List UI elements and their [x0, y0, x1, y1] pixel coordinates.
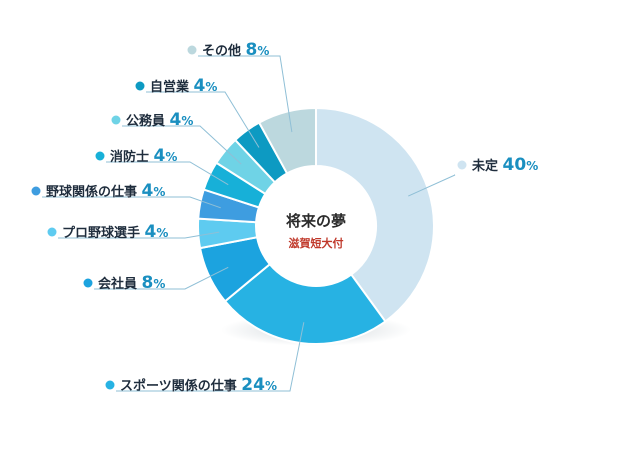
slice-label-name: 会社員 [98, 276, 142, 292]
slice-label-name: プロ野球選手 [62, 225, 145, 241]
center-subtitle: 滋賀短大付 [289, 236, 344, 250]
leader-line [58, 231, 220, 239]
center-title: 将来の夢 [286, 212, 346, 230]
slice-label-unit: % [156, 226, 168, 240]
slice-label-name: スポーツ関係の仕事 [120, 378, 241, 394]
slice-label-value: 4 [154, 146, 166, 166]
leader-line [408, 174, 456, 197]
label-bullet [105, 380, 115, 390]
slice-label: 消防士 4% [110, 146, 177, 166]
leader-line [198, 55, 293, 133]
slice-label-name: 公務員 [126, 113, 170, 129]
slice-label-unit: % [526, 159, 538, 173]
label-bullet [457, 160, 467, 170]
slice-label: スポーツ関係の仕事 24% [120, 375, 277, 395]
slice-label-value: 24 [241, 375, 265, 395]
label-bullet [95, 151, 105, 161]
slice-label-name: 自営業 [150, 79, 194, 95]
label-bullet [47, 227, 57, 237]
slice-label-value: 4 [194, 76, 206, 96]
slice-label-unit: % [153, 185, 165, 199]
slice-label-value: 8 [246, 40, 258, 60]
slice-label: 会社員 8% [98, 273, 165, 293]
label-bullet [187, 45, 197, 55]
label-bullet [83, 278, 93, 288]
slice-label-value: 40 [503, 155, 527, 175]
slice-label-name: 野球関係の仕事 [46, 184, 142, 200]
slice-label-unit: % [205, 80, 217, 94]
slice-label-name: その他 [202, 43, 246, 59]
slice-label-unit: % [181, 114, 193, 128]
slice-label-unit: % [265, 379, 277, 393]
slice-label-value: 4 [142, 181, 154, 201]
slice-label-value: 4 [145, 222, 157, 242]
slice-label-unit: % [257, 44, 269, 58]
label-bullet [111, 115, 121, 125]
slice-label: 自営業 4% [150, 76, 217, 96]
leader-line [146, 91, 260, 148]
leader-line [106, 161, 229, 186]
leader-line [94, 266, 229, 290]
slice-label-unit: % [165, 150, 177, 164]
slice-label: 未定 40% [471, 155, 538, 175]
slice-label-unit: % [153, 277, 165, 291]
slice-label: その他 8% [202, 40, 269, 60]
slice-label: 公務員 4% [126, 110, 193, 130]
slice-label-name: 消防士 [110, 149, 154, 165]
label-bullet [31, 186, 41, 196]
slice-label-name: 未定 [471, 158, 503, 174]
slice-label: 野球関係の仕事 4% [46, 181, 165, 201]
slice-label: プロ野球選手 4% [62, 222, 168, 242]
leader-line [122, 125, 242, 165]
slice-labels: 未定 40%スポーツ関係の仕事 24%会社員 8%プロ野球選手 4%野球関係の仕… [31, 40, 538, 395]
slice-label-value: 8 [142, 273, 154, 293]
donut-hole [256, 166, 376, 286]
leader-line [116, 322, 305, 392]
label-bullet [135, 81, 145, 91]
leader-line [42, 196, 221, 209]
donut-slices [197, 106, 435, 345]
slice-label-value: 4 [170, 110, 182, 130]
